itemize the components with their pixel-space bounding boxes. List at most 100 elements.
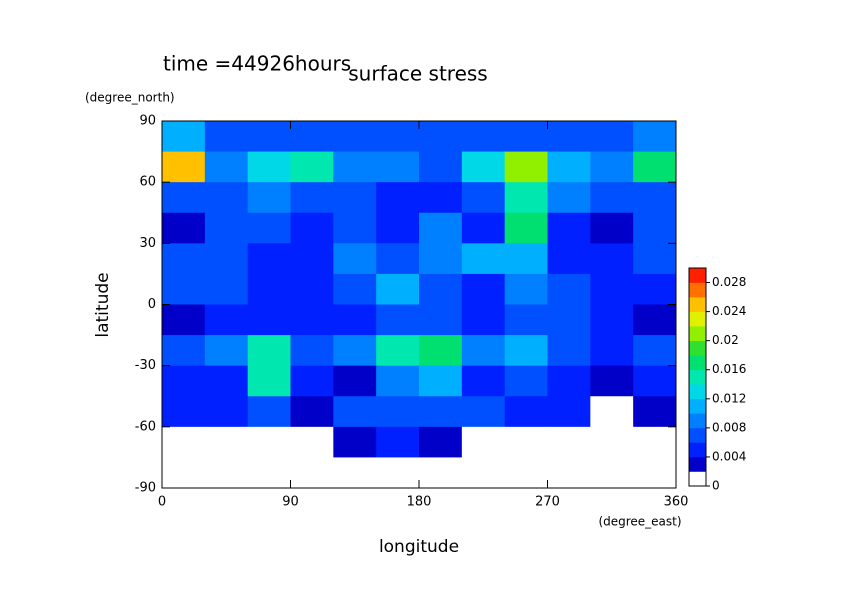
field-cell: [461, 304, 506, 336]
field-cell: [162, 273, 206, 305]
field-cell: [162, 396, 206, 428]
field-cell: [290, 273, 334, 305]
field-cell: [290, 182, 334, 214]
field-cell: [590, 304, 634, 336]
colorbar-band: [689, 340, 706, 356]
field-cell: [633, 273, 677, 305]
field-cell: [633, 151, 677, 183]
field-cell: [333, 396, 377, 428]
field-cell: [204, 121, 249, 153]
colorbar-band: [689, 456, 706, 472]
field-cell: [204, 243, 249, 275]
field-cell: [290, 243, 334, 275]
field-cell: [333, 212, 377, 244]
x-unit: (degree_east): [598, 515, 681, 529]
field-cell: [333, 365, 377, 397]
field-cell: [162, 304, 206, 336]
field-cell: [419, 304, 463, 336]
field-cell: [162, 212, 206, 244]
field-cell: [590, 335, 634, 367]
field-cell: [504, 121, 548, 153]
field-cell: [376, 273, 420, 305]
field-cell: [162, 335, 206, 367]
field-cell: [504, 335, 548, 367]
field-cell: [204, 365, 249, 397]
field-cell: [633, 212, 677, 244]
field-cell: [461, 212, 506, 244]
field-cell: [290, 396, 334, 428]
field-cell: [547, 396, 591, 428]
x-axis-label: longitude: [379, 537, 459, 557]
colorbar-band: [689, 297, 706, 312]
colorbar-tick-label: 0.02: [712, 333, 739, 347]
y-tick-label: -30: [135, 358, 156, 373]
field-cell: [547, 182, 591, 214]
field-cell: [547, 243, 591, 275]
field-cell: [461, 243, 506, 275]
field-cell: [633, 396, 677, 428]
field-cell: [590, 426, 634, 458]
field-cell: [376, 396, 420, 428]
field-cell: [247, 304, 291, 336]
field-cell: [633, 426, 677, 458]
field-cell: [547, 426, 591, 458]
field-cell: [162, 243, 206, 275]
colorbar-band: [689, 311, 706, 327]
field-cell: [333, 182, 377, 214]
field-cell: [247, 182, 291, 214]
colorbar-tick-label: 0.016: [712, 362, 746, 376]
field-cell: [504, 365, 548, 397]
field-cell: [633, 121, 677, 153]
field-cell: [419, 457, 463, 489]
field-cell: [461, 182, 506, 214]
field-cell: [504, 426, 548, 458]
field-cell: [290, 335, 334, 367]
field-cell: [376, 212, 420, 244]
field-cell: [590, 365, 634, 397]
field-cell: [419, 335, 463, 367]
field-cell: [376, 335, 420, 367]
field-cell: [333, 121, 377, 153]
chart-subtitle: time =44926hours: [163, 52, 351, 76]
colorbar-band: [689, 398, 706, 414]
field-cell: [333, 304, 377, 336]
x-tick-label: 0: [158, 495, 166, 510]
field-cell: [247, 365, 291, 397]
field-cell: [204, 151, 249, 183]
field-cell: [247, 457, 291, 489]
field-cell: [590, 151, 634, 183]
colorbar-tick-label: 0.028: [712, 275, 746, 289]
colorbar-band: [689, 427, 706, 443]
field-cell: [376, 121, 420, 153]
field-cell: [376, 151, 420, 183]
colorbar-band: [689, 282, 706, 298]
field-cell: [633, 335, 677, 367]
field-cell: [633, 457, 677, 489]
field-cell: [461, 121, 506, 153]
chart-title: surface stress: [348, 62, 487, 86]
field-cell: [461, 365, 506, 397]
field-cell: [461, 457, 506, 489]
field-cell: [419, 426, 463, 458]
field-cell: [376, 304, 420, 336]
field-cell: [333, 335, 377, 367]
field-cell: [461, 335, 506, 367]
field-cell: [162, 182, 206, 214]
y-unit: (degree_north): [85, 91, 175, 105]
field-cell: [333, 426, 377, 458]
field-cell: [204, 396, 249, 428]
colorbar-tick-label: 0.008: [712, 420, 746, 434]
field-cell: [633, 243, 677, 275]
field-cell: [633, 304, 677, 336]
field-cell: [419, 182, 463, 214]
field-cell: [461, 426, 506, 458]
field-cell: [162, 121, 206, 153]
field-cell: [547, 457, 591, 489]
field-cell: [333, 151, 377, 183]
colorbar-tick-label: 0.024: [712, 304, 746, 318]
field-cell: [376, 365, 420, 397]
field-cell: [590, 273, 634, 305]
field-cell: [590, 457, 634, 489]
colorbar-band: [689, 369, 706, 385]
y-tick-label: 30: [139, 236, 156, 251]
